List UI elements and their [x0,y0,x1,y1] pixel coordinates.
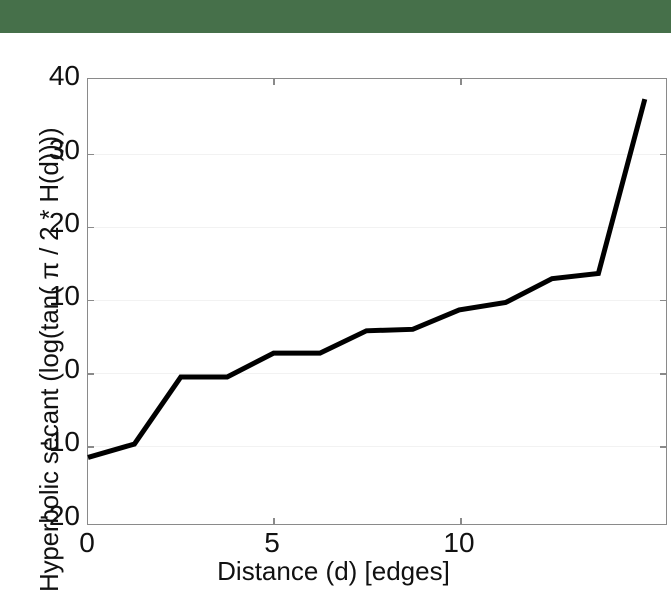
x-tick-mark-top-10 [460,78,462,85]
data-series-line [87,98,648,460]
top-green-band [0,0,671,33]
gridline-30 [88,153,666,155]
gridline-10 [88,299,666,301]
y-tick-mark-right-0 [660,373,667,375]
gridline-0 [88,373,666,375]
series-polyline [87,98,648,460]
x-tick-mark-10 [460,518,462,525]
y-tick-label-neg10: -10 [39,426,80,457]
y-tick-mark-neg10 [87,446,94,448]
y-tick-mark-20 [87,226,94,229]
x-axis-label-container: Distance (d) [edges] [0,556,671,587]
x-axis-label: Distance (d) [edges] [217,556,450,586]
gridline-20 [88,226,666,228]
y-tick-mark-right-20 [660,226,667,229]
y-tick-label-40: 40 [48,60,80,91]
x-tick-label-0: 0 [79,527,95,558]
y-tick-mark-30 [87,153,94,155]
gridline-neg10 [88,446,666,448]
y-tick-label-30: 30 [48,134,80,165]
y-tick-mark-right-10 [660,299,667,302]
y-tick-label-10: 10 [48,280,80,311]
x-tick-mark-5 [273,518,275,525]
y-tick-mark-0 [87,373,94,375]
x-tick-label-5: 5 [264,527,280,558]
y-tick-mark-right-neg10 [660,446,667,448]
y-tick-mark-10 [87,299,94,302]
y-tick-label-0: 0 [64,353,80,384]
y-tick-label-neg20: -20 [39,500,80,531]
x-tick-label-10: 10 [443,527,475,558]
y-tick-label-20: 20 [48,207,80,238]
x-tick-mark-top-5 [273,78,275,85]
y-tick-mark-right-30 [660,153,667,155]
plot-area [87,78,667,525]
